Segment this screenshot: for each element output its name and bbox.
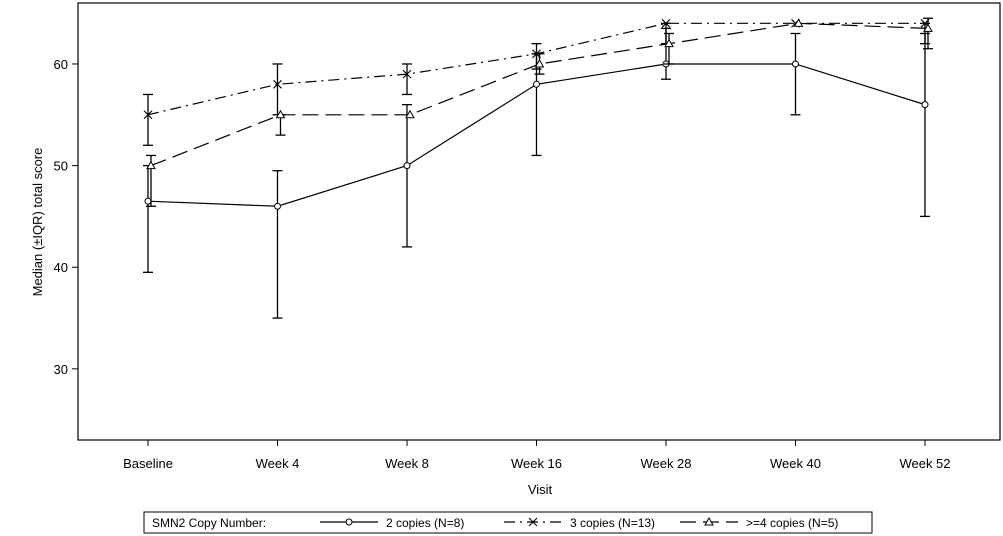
- legend-label: >=4 copies (N=5): [746, 516, 838, 530]
- data-point: [274, 202, 281, 210]
- data-point: [146, 160, 156, 170]
- data-point: [664, 38, 674, 48]
- y-tick-label: 50: [54, 159, 68, 174]
- data-point: [405, 109, 415, 119]
- y-axis: 30 40 50 60: [54, 57, 78, 377]
- error-bar: [272, 170, 283, 319]
- series-layer: [143, 17, 933, 319]
- data-point: [661, 18, 671, 28]
- x-axis-title: Visit: [528, 482, 553, 497]
- data-point: [923, 23, 933, 32]
- error-bar: [143, 93, 153, 146]
- legend-entry: 2 copies (N=8): [320, 516, 464, 530]
- legend-label: 2 copies (N=8): [386, 516, 464, 530]
- error-bar: [402, 103, 412, 248]
- data-point: [144, 197, 152, 205]
- error-bar: [272, 63, 283, 116]
- x-tick-label: Week 52: [899, 456, 950, 471]
- legend-label: 3 copies (N=13): [570, 516, 655, 530]
- data-point: [143, 110, 153, 120]
- legend-marker: [704, 516, 714, 526]
- x-tick-label: Week 40: [770, 456, 821, 471]
- legend-title: SMN2 Copy Number:: [152, 516, 266, 530]
- data-point: [793, 18, 804, 27]
- data-point: [403, 162, 411, 170]
- error-bar: [790, 32, 801, 116]
- error-bar: [664, 32, 674, 65]
- error-bar: [923, 17, 933, 50]
- y-axis-title: Median (±IQR) total score: [30, 148, 45, 297]
- legend-marker: [528, 517, 538, 527]
- series-3: [146, 17, 933, 207]
- y-tick-label: 60: [54, 57, 68, 72]
- series-1: [143, 27, 930, 319]
- error-bar: [920, 32, 930, 218]
- series-line: [150, 22, 929, 167]
- legend-marker: [345, 518, 353, 526]
- data-point: [273, 79, 282, 89]
- x-tick-label: Week 4: [256, 456, 300, 471]
- data-point: [534, 58, 545, 68]
- legend-entry: >=4 copies (N=5): [680, 516, 838, 530]
- plot-frame: [77, 2, 1001, 441]
- x-tick-label: Week 28: [640, 456, 691, 471]
- x-tick-label: Baseline: [123, 456, 173, 471]
- data-point: [275, 109, 286, 119]
- data-point: [792, 60, 799, 68]
- x-tick-label: Week 16: [511, 456, 562, 471]
- data-point: [402, 69, 412, 79]
- legend: SMN2 Copy Number: 2 copies (N=8) 3 copies…: [143, 511, 873, 534]
- data-point: [533, 80, 540, 88]
- error-bar: [402, 63, 412, 96]
- y-tick-label: 30: [54, 362, 68, 377]
- data-point: [921, 101, 929, 109]
- x-axis: Baseline Week 4 Week 8 Week 16 Week 28 Week 4…: [123, 440, 951, 471]
- x-tick-label: Week 8: [385, 456, 429, 471]
- legend-entry: 3 copies (N=13): [504, 516, 655, 530]
- legend-box: [143, 511, 873, 534]
- y-tick-label: 40: [54, 260, 68, 275]
